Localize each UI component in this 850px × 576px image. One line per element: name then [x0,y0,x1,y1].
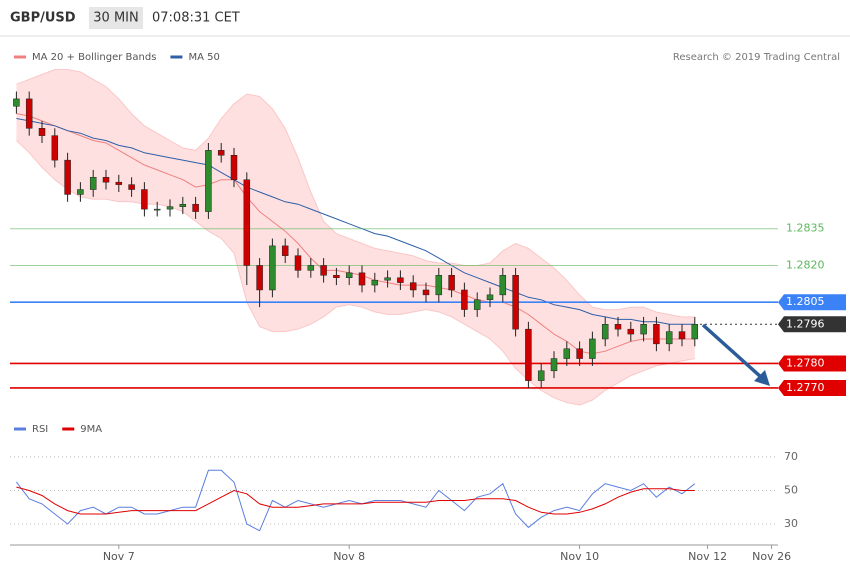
candle-body [397,277,404,283]
source: Research © 2019 Trading Central [673,52,840,63]
legend-label: RSI [32,424,48,435]
timeframe-box [89,7,143,29]
level-label: 1.2770 [786,381,825,394]
level-label-box [778,294,846,311]
time: 07:08:31 CET [152,11,240,26]
candle-body [205,150,212,212]
candle-body [38,128,46,136]
candle-body [640,324,647,335]
x-tick-label: Nov 12 [688,550,727,563]
y-tick-label: 30 [784,517,798,530]
candle-body [64,159,71,195]
forecast-arrow [701,323,764,380]
candle-body [115,181,123,185]
candle-body [256,265,263,291]
candle-body [409,282,417,291]
level-label-box [778,355,846,372]
candle-body [448,275,455,291]
candle-body [461,289,468,310]
rsi-line [16,486,695,515]
candle-body [614,324,622,330]
y-tick-label: 70 [784,450,798,463]
candle-body [345,272,353,278]
legend-label: 9MA [80,424,102,435]
ma-line [16,118,695,325]
candle-body [230,154,238,180]
candle-body [320,265,327,276]
candle-body [371,279,379,286]
candle-body [77,189,84,195]
candle-body [153,208,161,211]
candle-body [281,245,289,256]
candle-body [358,272,366,286]
candle-body [678,331,686,340]
bollinger-band [16,69,695,406]
candle-body [243,179,251,266]
candle-body [691,324,699,340]
level-label: 1.2835 [786,222,825,235]
symbol: GBP/USD [10,11,76,26]
level-label: 1.2820 [786,258,825,271]
candle-body [25,98,33,129]
candle-body [422,289,430,296]
candle-body [653,324,660,345]
candle-body [269,245,276,291]
x-tick-label: Nov 7 [103,550,135,563]
level-label: 1.2780 [786,356,825,369]
candle-body [525,328,532,381]
x-tick-label: Nov 10 [560,550,599,563]
level-label: 1.2805 [786,295,825,308]
candle-body [563,348,571,359]
candle-body [537,370,545,381]
legend-label: MA 20 + Bollinger Bands [32,52,156,63]
candle-body [486,294,494,301]
candle-body [435,275,443,296]
candle-body [294,255,302,271]
candle-body [307,265,315,271]
rsi-line [16,469,696,532]
candle-body [601,324,609,340]
candle-body [217,150,225,156]
candle-body [128,184,135,190]
candle-body [13,98,20,107]
candle-body [665,331,673,345]
candle-body [51,135,59,161]
forecast-arrowhead [754,370,770,386]
y-tick-label: 50 [784,483,798,496]
candle-body [192,203,199,212]
candle-body [89,177,97,190]
candle-body [576,348,583,359]
level-label-box [778,379,846,396]
candle-body [473,299,481,310]
candle-body [550,358,558,372]
level-label-box [778,316,846,333]
candle-body [333,275,340,278]
candle-body [141,189,148,210]
candle-body [589,338,596,359]
candle-body [384,277,391,281]
candle-body [166,206,174,210]
level-label: 1.2796 [786,317,825,330]
candle-body [102,177,110,183]
timeframe: 30 MIN [93,11,138,26]
bollinger-lower [16,140,695,406]
bollinger-upper [16,69,695,318]
candle-body [627,328,635,335]
legend-label: MA 50 [188,52,219,63]
x-tick-label: Nov 8 [333,550,365,563]
candle-body [499,275,507,296]
x-tick-label: Nov 26 [752,550,791,563]
candle-body [179,203,187,207]
candle-body [512,275,519,330]
